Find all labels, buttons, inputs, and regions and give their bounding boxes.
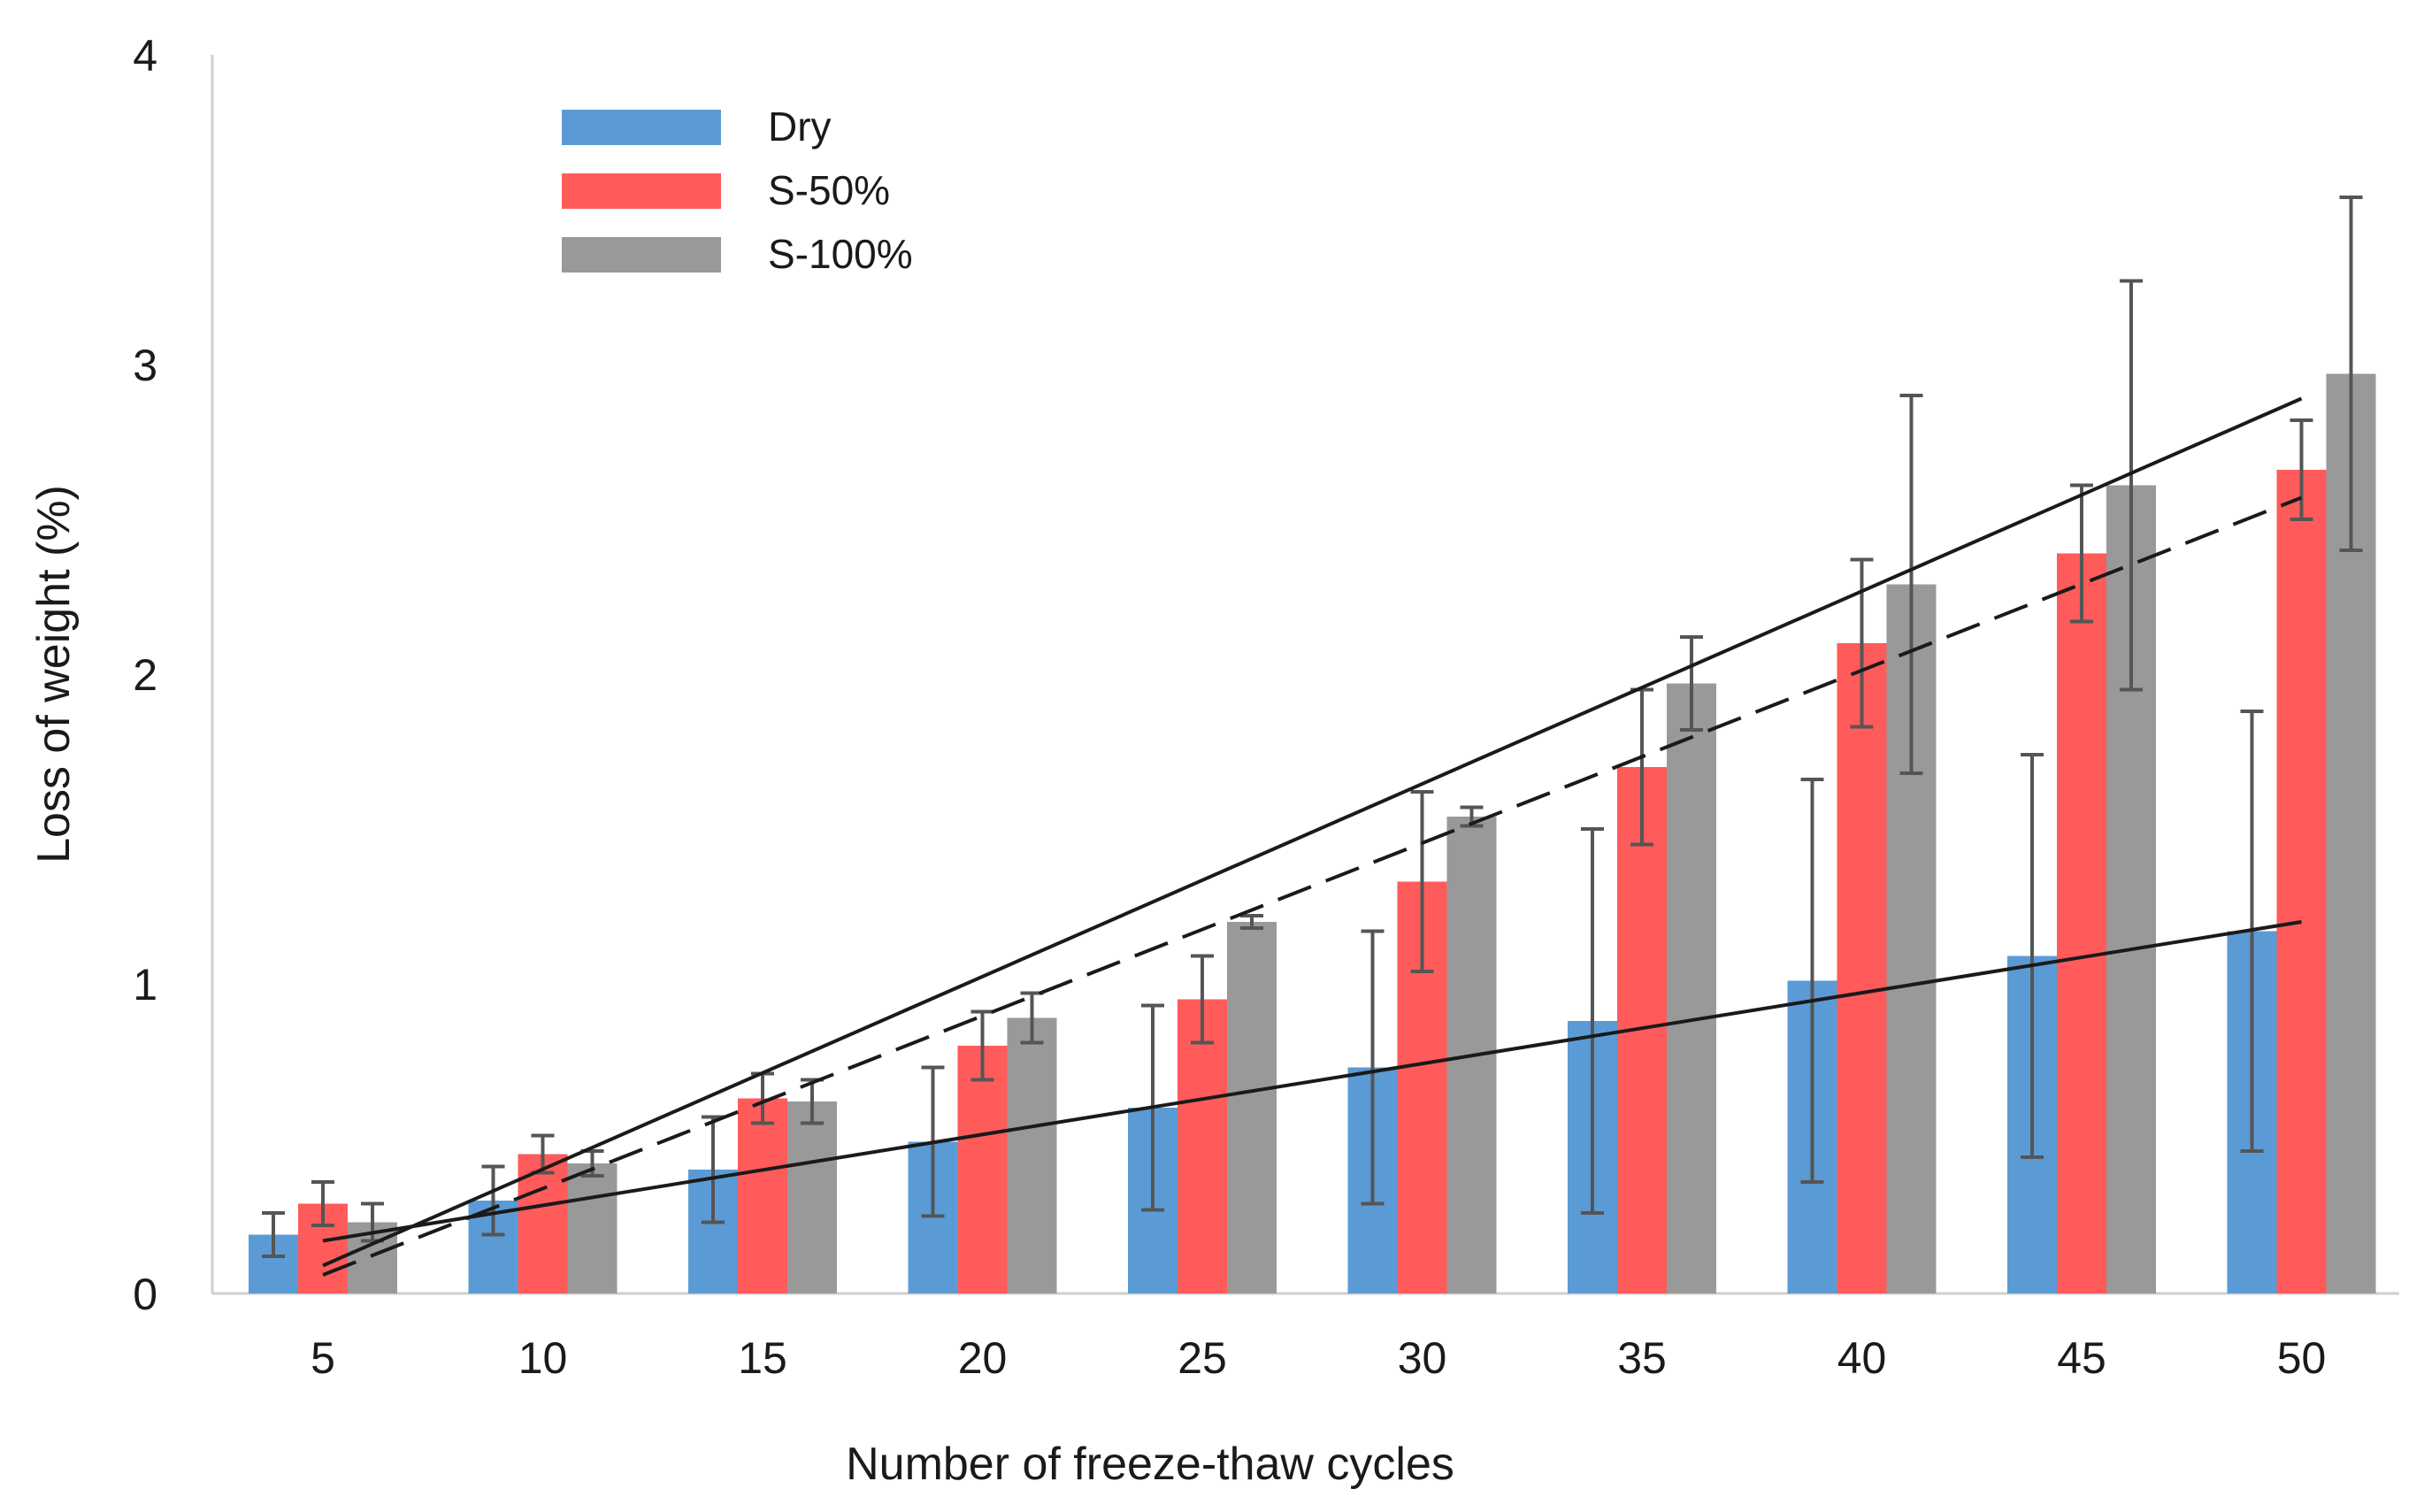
x-axis-title: Number of freeze-thaw cycles [846, 1439, 1454, 1490]
trendline-dry [322, 920, 2302, 1243]
legend: Dry S-50% S-100% [562, 104, 913, 277]
bar-s-100-15 [787, 1101, 837, 1293]
y-tick-label-4: 4 [133, 31, 157, 81]
error-bar-s-50-20 [970, 1009, 994, 1082]
error-bar-dry-5 [262, 1211, 285, 1258]
x-tick-label-45: 45 [2057, 1333, 2106, 1383]
error-bar-s-100-25 [1240, 914, 1263, 930]
trendline-s-100 [322, 396, 2303, 1268]
error-bar-s-50-40 [1850, 557, 1874, 729]
legend-swatch-s-100 [562, 237, 721, 272]
legend-label-s-50: S-50% [768, 167, 890, 213]
error-bar-s-100-40 [1899, 394, 1923, 775]
x-tick-label-35: 35 [1617, 1333, 1667, 1383]
legend-label-s-100: S-100% [768, 231, 913, 277]
trendline-s-50 [322, 495, 2303, 1277]
x-tick-label-50: 50 [2277, 1333, 2327, 1383]
bar-s-50-50 [2276, 470, 2327, 1293]
error-bar-dry-35 [1581, 827, 1604, 1215]
error-bar-s-50-50 [2290, 418, 2313, 521]
bar-s-100-10 [567, 1163, 618, 1293]
bar-s-100-25 [1227, 922, 1277, 1293]
legend-swatch-s-50 [562, 173, 721, 209]
legend-swatch-dry [562, 110, 721, 145]
y-tick-label-3: 3 [133, 341, 157, 390]
y-tick-label-0: 0 [133, 1270, 157, 1319]
x-tick-label-5: 5 [311, 1333, 335, 1383]
x-tick-label-25: 25 [1177, 1333, 1227, 1383]
y-tick-label-2: 2 [133, 650, 157, 700]
y-axis-title: Loss of weight (%) [28, 485, 80, 863]
error-bar-s-50-25 [1191, 954, 1214, 1045]
bar-s-50-20 [957, 1046, 1008, 1293]
error-bar-s-50-30 [1410, 790, 1434, 973]
x-tick-label-30: 30 [1398, 1333, 1447, 1383]
y-tick-label-1: 1 [133, 960, 157, 1009]
error-bar-dry-45 [2021, 753, 2044, 1159]
bar-s-50-45 [2057, 553, 2106, 1293]
x-tick-label-40: 40 [1837, 1333, 1887, 1383]
bar-s-50-25 [1177, 999, 1227, 1293]
y-tick-labels: 0 1 2 3 4 [133, 31, 157, 1319]
error-bar-dry-30 [1361, 929, 1385, 1206]
error-bar-s-100-45 [2120, 279, 2143, 692]
bar-s-100-20 [1007, 1017, 1057, 1293]
x-tick-label-10: 10 [518, 1333, 568, 1383]
bar-s-100-35 [1667, 683, 1716, 1293]
legend-label-dry: Dry [768, 104, 832, 150]
error-bar-s-100-50 [2339, 196, 2363, 552]
bar-s-50-15 [738, 1098, 787, 1293]
x-tick-label-20: 20 [958, 1333, 1008, 1383]
error-bar-s-50-45 [2070, 483, 2093, 624]
bar-s-50-40 [1837, 643, 1887, 1293]
error-bar-s-50-5 [311, 1180, 334, 1227]
error-bar-dry-10 [481, 1164, 505, 1237]
error-bar-s-100-35 [1680, 635, 1703, 732]
error-bar-dry-40 [1800, 778, 1824, 1184]
x-tick-label-15: 15 [738, 1333, 787, 1383]
trendlines-layer [322, 396, 2303, 1277]
x-tick-labels: 5 10 15 20 25 30 35 40 45 50 [311, 1333, 2326, 1383]
